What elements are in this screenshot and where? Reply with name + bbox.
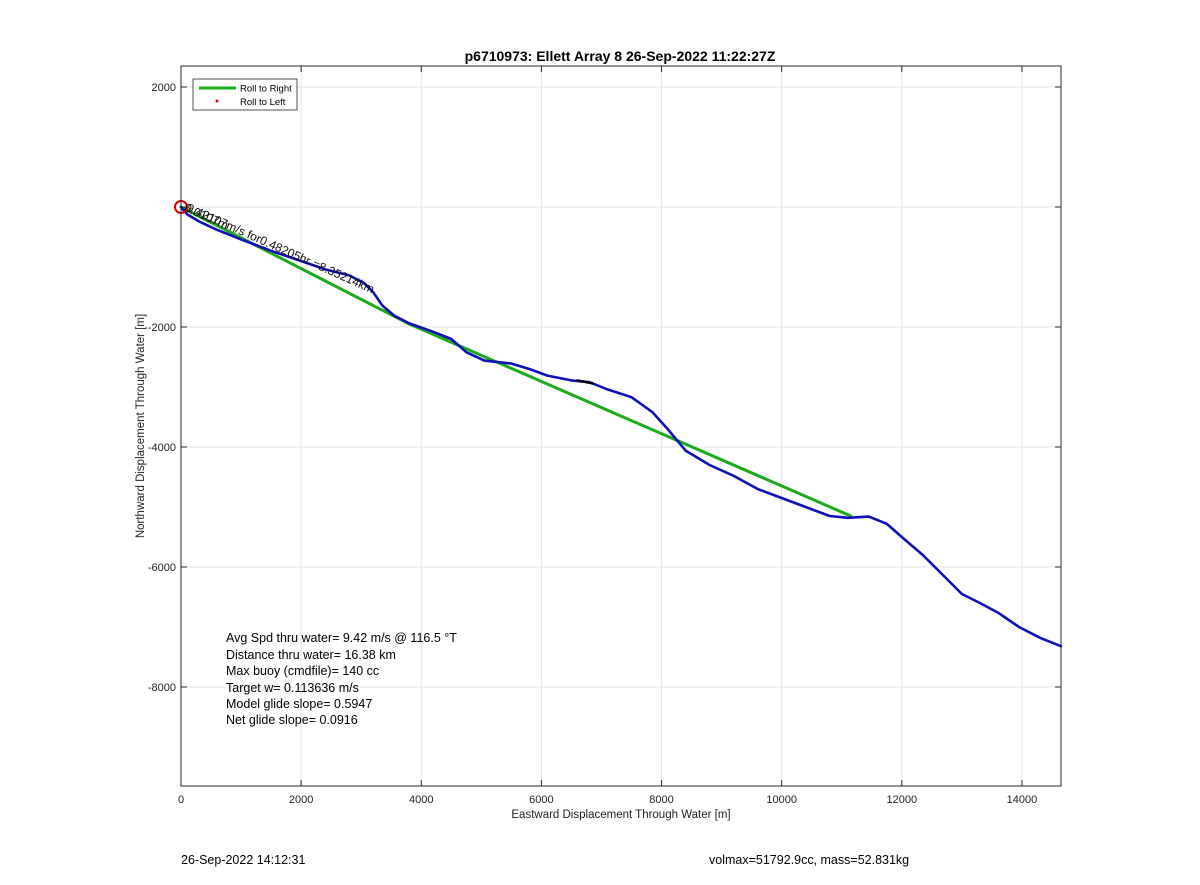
x-tick-label: 2000 bbox=[289, 794, 313, 806]
stat-avg-speed: Avg Spd thru water= 9.42 m/s @ 116.5 °T bbox=[226, 631, 457, 645]
y-tick-label: -8000 bbox=[148, 682, 176, 694]
stats-block: Avg Spd thru water= 9.42 m/s @ 116.5 °T … bbox=[226, 631, 457, 727]
series-line bbox=[576, 379, 594, 385]
x-tick-label: 8000 bbox=[649, 794, 673, 806]
legend-label-roll-right: Roll to Right bbox=[240, 84, 292, 95]
legend-dot-swatch bbox=[215, 99, 219, 103]
y-axis-label: Northward Displacement Through Water [m] bbox=[135, 314, 147, 538]
x-tick-label: 4000 bbox=[409, 794, 433, 806]
legend-box bbox=[192, 78, 298, 111]
plot-area bbox=[181, 66, 1061, 786]
x-tick-label: 12000 bbox=[887, 794, 918, 806]
stat-max-buoy: Max buoy (cmdfile)= 140 cc bbox=[226, 664, 379, 678]
legend-label-roll-left: Roll to Left bbox=[240, 97, 286, 108]
footer-timestamp: 26-Sep-2022 14:12:31 bbox=[181, 853, 306, 867]
axes-box bbox=[180, 65, 1062, 787]
stat-net-glide: Net glide slope= 0.0916 bbox=[226, 713, 358, 727]
y-tick-label: 2000 bbox=[152, 82, 176, 94]
x-tick-label: 6000 bbox=[529, 794, 553, 806]
x-tick-label: 10000 bbox=[766, 794, 797, 806]
y-axis-ticks: -8000 -6000 -4000 -2000 2000 bbox=[148, 82, 1061, 694]
legend: Roll to Right Roll to Left bbox=[192, 78, 298, 111]
x-tick-label: 14000 bbox=[1007, 794, 1038, 806]
y-tick-label: -6000 bbox=[148, 562, 176, 574]
x-axis-label: Eastward Displacement Through Water [m] bbox=[511, 809, 730, 821]
footer-mass-info: volmax=51792.9cc, mass=52.831kg bbox=[709, 853, 910, 867]
stat-distance: Distance thru water= 16.38 km bbox=[226, 648, 396, 662]
grid-lines bbox=[181, 66, 1061, 786]
y-tick-label: -4000 bbox=[148, 442, 176, 454]
y-tick-label: -2000 bbox=[148, 322, 176, 334]
chart-title: p6710973: Ellett Array 8 26-Sep-2022 11:… bbox=[465, 48, 776, 64]
x-axis-ticks: 0 2000 4000 6000 8000 10000 12000 14000 bbox=[178, 66, 1037, 806]
series-line bbox=[179, 205, 1063, 648]
stat-model-glide: Model glide slope= 0.5947 bbox=[226, 697, 372, 711]
x-tick-label: 0 bbox=[178, 794, 184, 806]
stat-target-w: Target w= 0.113636 m/s bbox=[226, 681, 359, 695]
